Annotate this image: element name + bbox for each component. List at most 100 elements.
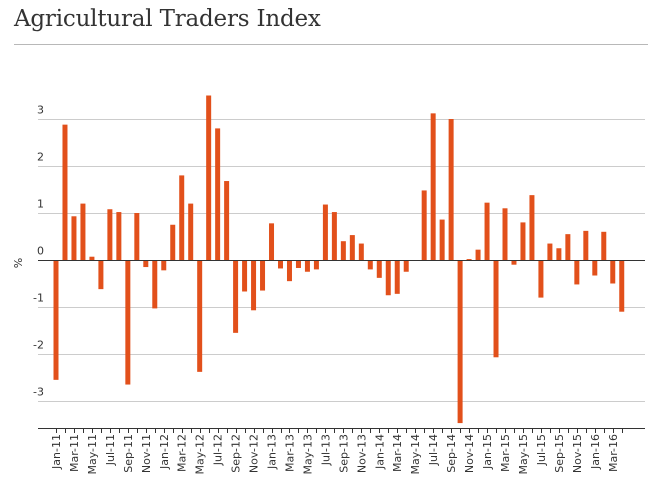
bar-Mar-14 <box>394 260 400 294</box>
bar-Oct-13 <box>349 235 355 260</box>
bar-Dec-11 <box>152 260 158 309</box>
x-tick-label: Jan-11 <box>50 434 63 470</box>
bar-Aug-13 <box>331 212 337 260</box>
bar-May-13 <box>304 260 310 272</box>
bar-Apr-12 <box>188 203 194 260</box>
x-tick-label: Jan-12 <box>158 434 171 470</box>
bar-Sep-15 <box>556 248 562 260</box>
x-tick-label: Jan-14 <box>373 434 386 470</box>
bar-Apr-16 <box>619 260 625 312</box>
x-tick-label: Sep-12 <box>230 434 243 473</box>
bar-Feb-14 <box>385 260 391 296</box>
bar-Jun-15 <box>529 195 535 260</box>
bar-Sep-13 <box>340 241 346 260</box>
x-tick-label: Sep-15 <box>553 434 566 473</box>
bar-Apr-15 <box>511 260 517 265</box>
x-tick-labels: Jan-11 Mar-11 May-11 Jul-11 Sep-11 Nov-11 Jan-… <box>50 434 620 475</box>
bar-Feb-16 <box>601 231 607 260</box>
x-tick-label: Sep-13 <box>337 434 350 473</box>
x-tick-label: Mar-13 <box>283 434 296 472</box>
bar-Oct-14 <box>457 260 463 424</box>
bar-Jul-11 <box>107 209 113 260</box>
x-tick-label: Mar-15 <box>499 434 512 472</box>
x-tick-label: Sep-14 <box>445 434 458 473</box>
bar-May-12 <box>197 260 203 372</box>
bar-Mar-13 <box>286 260 292 282</box>
y-tick-label: -3 <box>33 386 44 399</box>
x-tick-label: Nov-11 <box>140 434 153 473</box>
x-tick-label: Mar-14 <box>391 434 404 472</box>
bar-Dec-13 <box>367 260 373 270</box>
bar-Feb-13 <box>278 260 283 269</box>
x-tick-label: May-14 <box>409 434 422 475</box>
bar-Oct-15 <box>565 234 571 260</box>
bar-Jun-12 <box>206 95 212 260</box>
x-tick-label: Sep-11 <box>122 434 135 473</box>
bar-Dec-14 <box>475 249 481 260</box>
y-tick-label: 1 <box>37 198 44 211</box>
bar-Nov-14 <box>466 259 472 261</box>
x-tick-label: Mar-11 <box>68 434 81 472</box>
bar-Jul-12 <box>215 128 221 260</box>
bars <box>53 95 625 424</box>
x-tick-label: May-15 <box>517 434 530 475</box>
bar-Jan-16 <box>592 260 598 276</box>
x-tick-label: Nov-13 <box>355 434 368 473</box>
bar-Aug-11 <box>116 212 122 260</box>
x-tick-label: Nov-14 <box>463 434 476 473</box>
bar-Mar-16 <box>610 260 616 284</box>
bar-Jan-15 <box>484 202 490 260</box>
y-tick-label: -1 <box>33 292 44 305</box>
bar-Jan-13 <box>269 223 275 260</box>
y-tick-label: -2 <box>33 339 44 352</box>
x-tick-label: May-13 <box>301 434 314 475</box>
x-tick-label: Jul-14 <box>427 434 440 466</box>
bar-May-15 <box>520 222 526 260</box>
y-tick-label: 2 <box>37 151 44 164</box>
bar-Oct-12 <box>242 260 248 292</box>
y-tick-label: 3 <box>37 104 44 117</box>
bar-Jan-11 <box>53 260 59 380</box>
bar-Apr-14 <box>403 260 409 272</box>
bar-Apr-11 <box>80 203 86 260</box>
bar-Dec-15 <box>583 230 589 260</box>
bar-May-11 <box>89 256 95 260</box>
bar-Feb-11 <box>62 124 68 260</box>
chart-title: Agricultural Traders Index <box>14 6 321 32</box>
x-tick-label: May-12 <box>194 434 207 475</box>
bar-Aug-15 <box>547 243 553 260</box>
y-tick-labels: 3 2 1 0 -1 -2 -3 <box>33 104 44 399</box>
bar-Nov-12 <box>251 260 257 311</box>
bar-Jan-12 <box>161 260 167 271</box>
x-tick-label: Jan-16 <box>589 434 602 470</box>
x-tick-label: Mar-12 <box>176 434 189 472</box>
x-tick-label: Jul-13 <box>319 434 332 466</box>
bar-Nov-11 <box>143 260 149 268</box>
bar-Dec-12 <box>260 260 266 291</box>
bar-Jan-14 <box>376 260 382 278</box>
bar-Oct-11 <box>134 213 140 260</box>
x-tick-label: Jul-12 <box>212 434 225 466</box>
bar-Feb-12 <box>170 224 176 260</box>
x-tick-label: Jan-15 <box>481 434 494 470</box>
x-tick-label: Jul-11 <box>104 434 117 466</box>
bar-Mar-11 <box>71 216 77 260</box>
bar-Aug-14 <box>439 219 445 260</box>
bar-Sep-14 <box>448 119 454 260</box>
bar-Feb-15 <box>493 260 499 358</box>
bar-Jul-14 <box>430 113 436 260</box>
x-tick-label: May-11 <box>86 434 99 475</box>
bar-Jun-14 <box>421 190 427 260</box>
bar-Jul-15 <box>538 260 544 298</box>
bar-Nov-15 <box>574 260 580 285</box>
axes <box>38 260 645 433</box>
bar-Sep-12 <box>233 260 239 333</box>
x-tick-label: Jul-15 <box>535 434 548 466</box>
x-tick-label: Nov-12 <box>248 434 261 473</box>
y-axis-label: % <box>12 258 25 268</box>
title-divider <box>14 44 648 45</box>
bar-Aug-12 <box>224 181 230 260</box>
bar-Apr-13 <box>295 260 301 268</box>
bar-Nov-13 <box>358 243 364 260</box>
